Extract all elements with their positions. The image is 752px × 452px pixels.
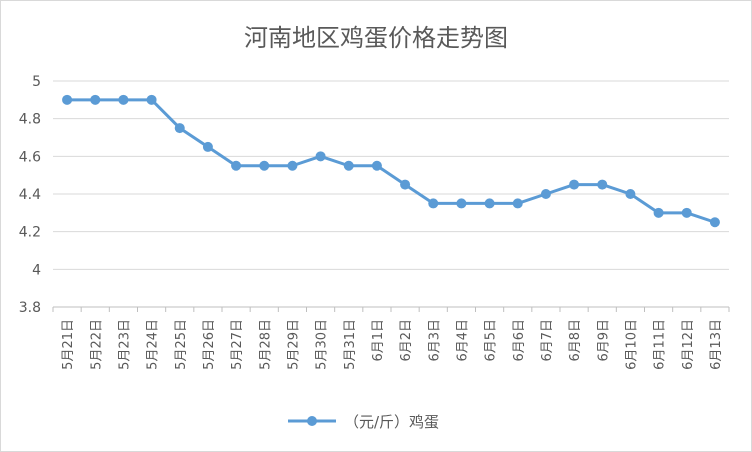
x-tick-label: 5月29日 (286, 319, 301, 370)
x-axis-ticks: 5月21日 5月22日 5月23日 5月24日 5月25日 5月26日 5月27日 5月28日… (52, 307, 730, 370)
y-tick-label: 5 (32, 74, 41, 90)
x-tick-label: 5月28日 (258, 319, 273, 370)
y-tick-label: 4.4 (19, 187, 41, 203)
data-point (484, 198, 495, 209)
x-tick-label: 6月7日 (540, 319, 555, 362)
data-point (62, 94, 73, 105)
y-tick-label: 3.8 (19, 300, 41, 316)
data-point (653, 207, 664, 218)
data-point (287, 160, 298, 171)
grid (53, 80, 729, 308)
x-tick-label: 6月3日 (427, 319, 442, 362)
data-point (315, 151, 326, 162)
x-tick-label: 6月10日 (624, 319, 639, 370)
x-tick-label: 6月2日 (399, 319, 414, 362)
data-point (597, 179, 608, 190)
x-tick-label: 6月4日 (455, 319, 470, 362)
y-axis-ticks: 3.8 4 4.2 4.4 4.6 4.8 5 (19, 74, 41, 316)
x-tick-label: 5月27日 (230, 319, 245, 370)
data-point (371, 160, 382, 171)
data-point (540, 189, 551, 199)
series-layer (62, 94, 720, 228)
data-point (90, 94, 101, 105)
data-point (146, 94, 157, 105)
x-tick-label: 6月1日 (371, 319, 386, 362)
x-tick-label: 5月24日 (146, 319, 161, 370)
data-point (259, 160, 270, 171)
data-point (343, 160, 354, 171)
y-tick-label: 4.6 (19, 149, 41, 165)
data-point (512, 198, 523, 209)
y-tick-label: 4.8 (19, 112, 41, 128)
data-point (400, 179, 411, 190)
data-point (625, 189, 636, 199)
x-tick-label: 6月13日 (709, 319, 724, 370)
x-tick-label: 5月21日 (61, 319, 76, 370)
y-tick-label: 4 (32, 262, 41, 278)
data-point (428, 198, 439, 209)
x-tick-label: 5月22日 (89, 319, 104, 370)
x-tick-label: 6月8日 (568, 319, 583, 362)
x-tick-label: 6月12日 (681, 319, 696, 370)
data-point (174, 123, 185, 134)
data-point (681, 207, 692, 218)
data-point (118, 94, 129, 105)
y-tick-label: 4.2 (19, 225, 41, 241)
x-tick-label: 5月25日 (174, 319, 189, 370)
data-point (456, 198, 467, 209)
x-tick-label: 6月5日 (484, 319, 499, 362)
x-tick-label: 6月11日 (653, 319, 668, 370)
x-tick-label: 5月26日 (202, 319, 217, 370)
x-tick-label: 6月6日 (512, 319, 527, 362)
legend-marker (307, 416, 317, 426)
chart-title: 河南地区鸡蛋价格走势图 (244, 24, 508, 52)
data-point (202, 141, 213, 152)
data-point (231, 160, 242, 171)
data-point (709, 217, 720, 228)
legend: （元/斤）鸡蛋 (288, 413, 439, 431)
x-tick-label: 5月31日 (343, 319, 358, 370)
legend-label: （元/斤）鸡蛋 (344, 413, 439, 431)
x-tick-label: 5月23日 (117, 319, 132, 370)
x-tick-label: 5月30日 (315, 319, 330, 370)
data-point (569, 179, 580, 190)
x-tick-label: 6月9日 (596, 319, 611, 362)
